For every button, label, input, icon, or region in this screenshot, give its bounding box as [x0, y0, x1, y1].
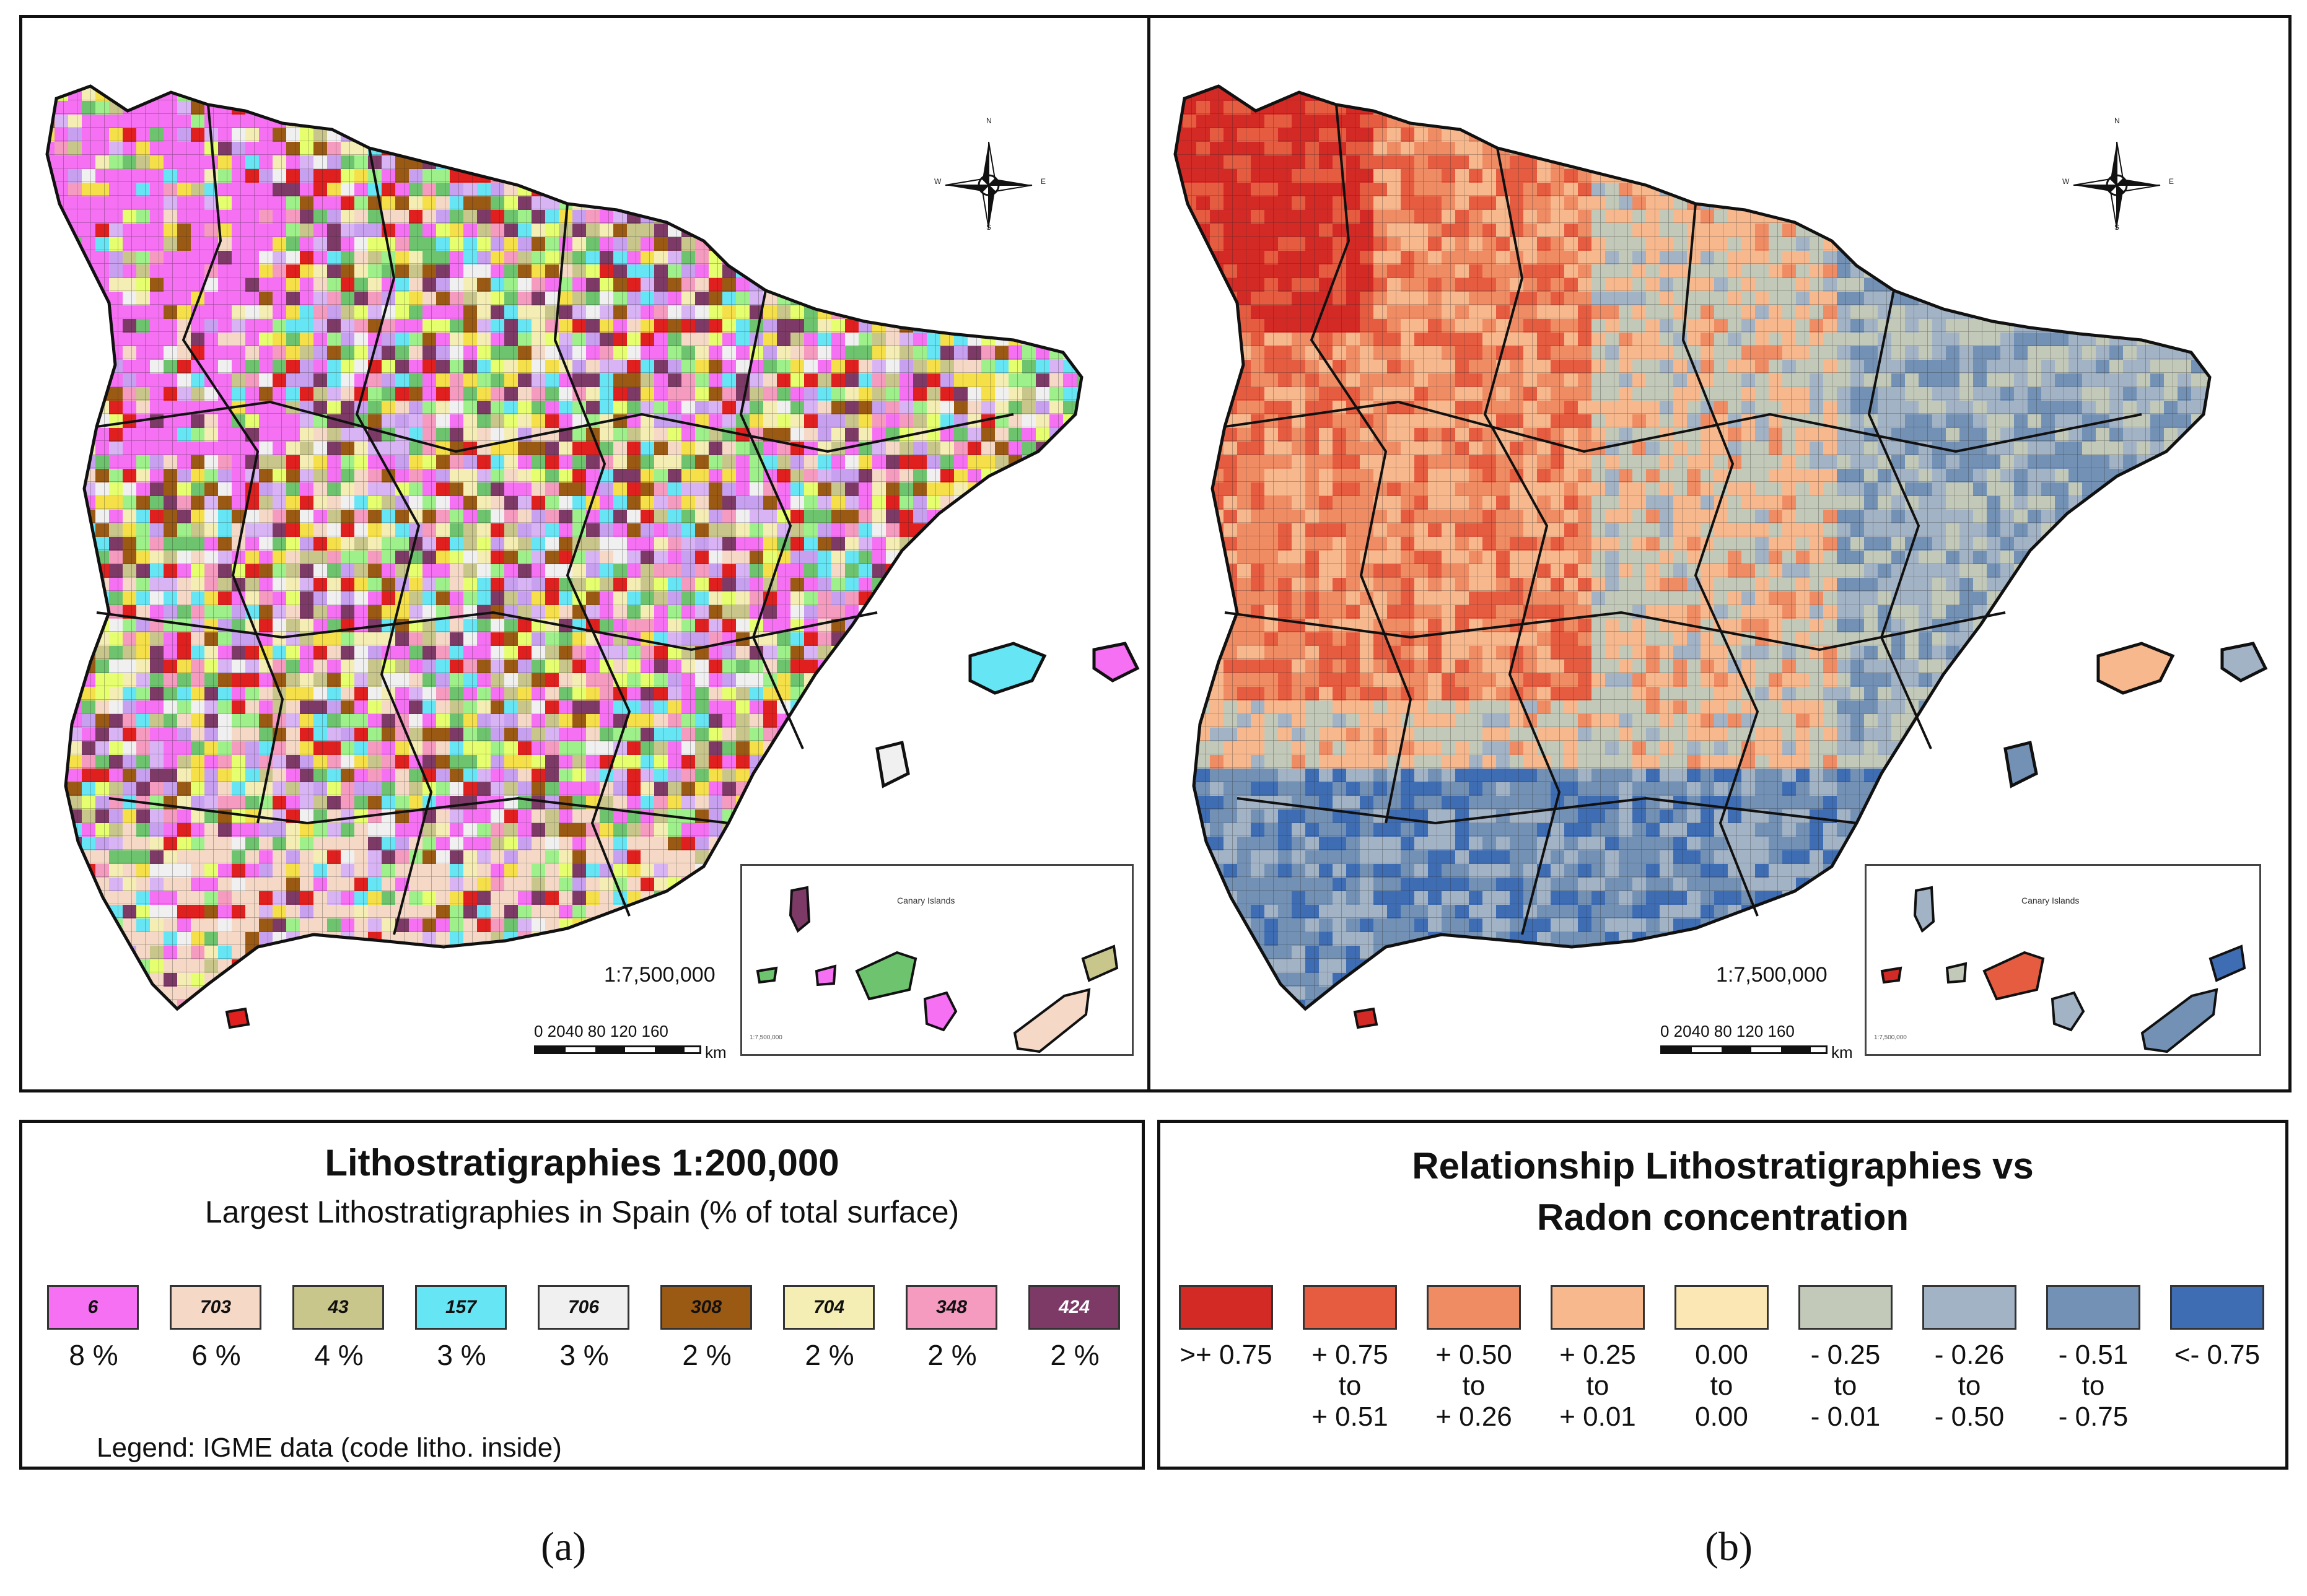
legend-a-percent: 4 %	[314, 1339, 364, 1371]
province-boundaries	[1224, 104, 2142, 935]
legend-a-swatch: 157	[415, 1285, 507, 1330]
scale-ticks: 0 2040 80 120 160	[1660, 1022, 1795, 1040]
legend-b-swatch	[1427, 1285, 1521, 1330]
legend-b-range-label: <- 0.75	[2174, 1340, 2261, 1370]
legend-b-range-label: + 0.25 to + 0.01	[1559, 1340, 1636, 1432]
legend-a-percent: 3 %	[559, 1339, 609, 1371]
legend-b-range-label: + 0.75 to + 0.51	[1311, 1340, 1388, 1432]
legend-a-swatch: 704	[783, 1285, 875, 1330]
scale-unit: km	[1831, 1043, 1853, 1062]
legend-a-subtitle: Largest Lithostratigraphies in Spain (% …	[204, 1195, 960, 1229]
compass-north-label: N	[986, 116, 992, 125]
legend-b-swatch	[2170, 1285, 2264, 1330]
legend-b-swatch	[1674, 1285, 1769, 1330]
radon-relationship-map	[1150, 18, 2268, 1029]
canary-islands-inset: Canary Islands 1:7,500,000	[1865, 864, 2261, 1056]
legend-b-swatch	[1179, 1285, 1273, 1330]
legend-b-range-label: 0.00 to 0.00	[1695, 1340, 1748, 1432]
compass-south-label: S	[986, 223, 992, 232]
legend-a-swatch: 43	[292, 1285, 384, 1330]
map-scale-label: 1:7,500,000	[1716, 963, 1828, 987]
legend-a-panel: Lithostratigraphies 1:200,000 Largest Li…	[19, 1120, 1145, 1470]
legend-b-swatch	[1303, 1285, 1397, 1330]
lithostratigraphy-map	[22, 18, 1140, 1029]
legend-b-range-label: - 0.26 to - 0.50	[1934, 1340, 2005, 1432]
scale-bar	[1660, 1045, 1828, 1054]
inset-title: Canary Islands	[2021, 896, 2080, 905]
canary-islands-inset: Canary Islands 1:7,500,000	[740, 864, 1134, 1056]
map-frame	[19, 15, 2292, 1092]
legend-a-swatch: 308	[660, 1285, 752, 1330]
inset-title: Canary Islands	[897, 896, 955, 905]
legend-a-title: Lithostratigraphies 1:200,000	[325, 1142, 839, 1184]
legend-b-swatch	[1798, 1285, 1893, 1330]
legend-a-swatch: 348	[906, 1285, 997, 1330]
compass-west-label: W	[2062, 177, 2070, 186]
legend-a-percent: 2 %	[927, 1339, 977, 1371]
legend-b-range-label: + 0.50 to + 0.26	[1435, 1340, 1512, 1432]
compass-south-label: S	[2114, 223, 2120, 232]
inset-scale: 1:7,500,000	[750, 1034, 782, 1041]
map-scale-label: 1:7,500,000	[604, 963, 716, 987]
inset-scale: 1:7,500,000	[1874, 1034, 1907, 1041]
legend-a-footnote: Legend: IGME data (code litho. inside)	[97, 1432, 562, 1463]
legend-a-percent: 8 %	[69, 1339, 118, 1371]
compass-east-label: E	[1041, 177, 1046, 186]
legend-a-percent: 3 %	[437, 1339, 486, 1371]
compass-west-label: W	[934, 177, 942, 186]
panel-a-caption: (a)	[541, 1524, 587, 1569]
legend-b-title-line2: Radon concentration	[1536, 1197, 1909, 1238]
panel-b-caption: (b)	[1705, 1524, 1753, 1569]
legend-a-percent: 2 %	[682, 1339, 732, 1371]
legend-b-swatch	[1922, 1285, 2016, 1330]
legend-b-title-line1: Relationship Lithostratigraphies vs	[1412, 1145, 2034, 1187]
scale-ticks: 0 2040 80 120 160	[534, 1022, 668, 1040]
legend-b-panel: Relationship Lithostratigraphies vs Rado…	[1157, 1120, 2288, 1470]
map-divider	[1147, 15, 1150, 1092]
legend-a-swatch: 703	[170, 1285, 261, 1330]
legend-b-range-label: >+ 0.75	[1180, 1340, 1272, 1370]
legend-a-swatch: 424	[1028, 1285, 1120, 1330]
legend-b-range-label: - 0.51 to - 0.75	[2058, 1340, 2129, 1432]
legend-a-swatch: 706	[538, 1285, 629, 1330]
province-boundaries	[96, 104, 1014, 935]
legend-b-range-label: - 0.25 to - 0.01	[1810, 1340, 1881, 1432]
legend-b-swatch	[2046, 1285, 2140, 1330]
scale-unit: km	[705, 1043, 727, 1062]
scale-bar	[534, 1045, 701, 1054]
legend-a-percent: 2 %	[805, 1339, 854, 1371]
legend-a-percent: 6 %	[191, 1339, 241, 1371]
compass-east-label: E	[2169, 177, 2174, 186]
compass-rose-icon	[945, 141, 1033, 229]
compass-north-label: N	[2114, 116, 2120, 125]
legend-a-swatch: 6	[47, 1285, 139, 1330]
compass-rose-icon	[2073, 141, 2161, 229]
legend-a-percent: 2 %	[1050, 1339, 1100, 1371]
legend-b-swatch	[1551, 1285, 1645, 1330]
